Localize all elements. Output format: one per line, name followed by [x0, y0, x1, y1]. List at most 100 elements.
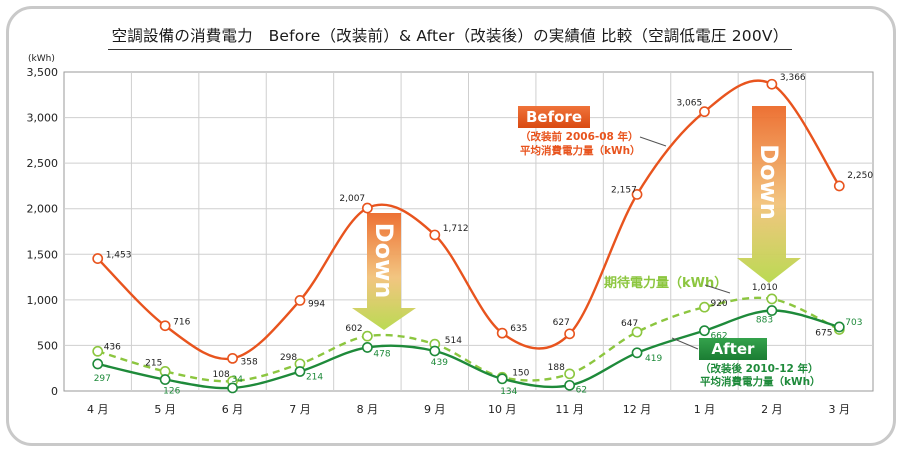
x-tick-label: 8 月 [357, 403, 379, 416]
data-label-before: 994 [308, 299, 325, 309]
before-leader-line [639, 136, 667, 147]
chart-title: 空調設備の消費電力 Before（改装前）& After（改装後）の実績値 比較… [0, 24, 900, 50]
down-arrow-left [352, 213, 416, 330]
point-before [294, 295, 306, 306]
point-expected [564, 368, 576, 380]
data-label-after: 214 [306, 372, 323, 382]
decoration-layer: Down Down [352, 106, 801, 330]
point-before [159, 320, 171, 332]
data-label-expected: 188 [548, 363, 565, 373]
data-label-expected: 1,010 [752, 283, 778, 293]
point-after [699, 325, 710, 337]
x-tick-label: 10 月 [488, 403, 517, 416]
data-label-before: 1,712 [443, 224, 469, 234]
x-tick-label: 12 月 [623, 403, 652, 416]
before-label-box [518, 106, 590, 128]
data-label-expected: 920 [710, 299, 727, 309]
point-before [496, 327, 508, 339]
point-after [429, 345, 441, 357]
grid-layer [63, 71, 874, 392]
data-label-expected: 215 [145, 358, 162, 368]
data-label-after: 134 [500, 387, 517, 397]
data-label-before: 3,065 [676, 99, 702, 109]
point-after [227, 382, 238, 394]
point-before [564, 328, 576, 340]
data-label-after: 297 [94, 374, 111, 384]
data-label-before: 1,453 [106, 251, 132, 261]
point-before [361, 202, 373, 214]
x-tick-label: 4 月 [87, 403, 109, 416]
data-label-expected: 647 [621, 319, 638, 329]
data-label-after: 34 [232, 375, 244, 385]
series-line-after [97, 309, 840, 390]
point-after [766, 305, 778, 316]
point-after [159, 374, 171, 385]
point-before [227, 352, 238, 364]
after-label-text: After [712, 340, 755, 358]
y-tick-label: 500 [37, 339, 58, 352]
data-label-expected: 108 [213, 370, 230, 380]
series-layer [92, 78, 845, 394]
point-before [766, 78, 778, 90]
data-label-before: 2,007 [339, 194, 365, 204]
point-before [833, 180, 845, 192]
down-arrow-right [737, 106, 801, 283]
y-tick-label: 1,500 [27, 248, 59, 261]
point-after [92, 358, 104, 370]
expected-label: 期待電力量（kWh） [604, 275, 727, 291]
y-tick-label: 2,000 [27, 203, 59, 216]
data-label-before: 3,366 [780, 73, 806, 83]
x-tick-label: 7 月 [289, 403, 311, 416]
y-tick-label: 0 [51, 385, 58, 398]
point-expected [92, 345, 104, 357]
chart-title-text: 空調設備の消費電力 Before（改装前）& After（改装後）の実績値 比較… [107, 24, 793, 50]
y-tick-label: 1,000 [27, 294, 59, 307]
data-label-layer: 1,453 716 358 994 2,007 1,712 635 627 2,157 3,065… [94, 73, 874, 397]
data-label-expected: 436 [104, 342, 121, 352]
after-leader-line [671, 337, 699, 350]
x-tick-label: 9 月 [424, 403, 446, 416]
data-label-before: 2,250 [847, 171, 873, 181]
x-tick-label: 1 月 [694, 403, 716, 416]
data-label-after: 662 [710, 332, 727, 342]
point-after [631, 347, 643, 359]
axis-layer: 0 500 1,000 1,500 2,000 2,500 3,000 3,500 4 月 5 月… [27, 54, 851, 416]
x-tick-label: 3 月 [829, 403, 851, 416]
before-label-text: Before [526, 108, 582, 126]
point-expected [361, 330, 373, 342]
data-label-expected: 602 [345, 324, 362, 334]
data-label-expected: 150 [512, 368, 529, 378]
data-label-before: 635 [510, 324, 527, 334]
data-label-before: 716 [173, 318, 190, 328]
y-tick-label: 2,500 [27, 157, 59, 170]
data-label-expected: 298 [280, 353, 297, 363]
data-label-expected: 675 [815, 328, 832, 338]
point-after [361, 342, 373, 353]
after-label-box [699, 338, 767, 360]
point-before [429, 229, 441, 241]
x-tick-label: 11 月 [555, 403, 584, 416]
point-before [631, 189, 643, 200]
point-after [294, 366, 306, 377]
point-before [92, 253, 104, 264]
data-label-before: 358 [241, 357, 258, 367]
point-after [564, 379, 576, 391]
data-label-after: 419 [645, 354, 662, 364]
data-label-before: 2,157 [611, 185, 637, 195]
chart-frame [6, 6, 896, 446]
before-period-label: （改装前 2006-08 年） [520, 130, 639, 143]
x-tick-label: 6 月 [222, 403, 244, 416]
point-expected [699, 301, 710, 313]
down-arrow-right-text: Down [755, 144, 783, 220]
expected-leader-line [704, 284, 731, 294]
data-label-after: 62 [576, 385, 587, 395]
point-expected [766, 293, 778, 305]
data-label-before: 627 [553, 318, 570, 328]
after-period-label: （改装後 2010-12 年） [700, 362, 819, 375]
data-label-after: 478 [373, 349, 390, 359]
annotation-layer: Before （改装前 2006-08 年）平均消費電力量（kWh） 期待電力量（k… [518, 106, 821, 388]
y-tick-label: 3,000 [27, 112, 59, 125]
y-tick-label: 3,500 [27, 66, 59, 79]
before-unit-label: 平均消費電力量（kWh） [520, 144, 641, 157]
